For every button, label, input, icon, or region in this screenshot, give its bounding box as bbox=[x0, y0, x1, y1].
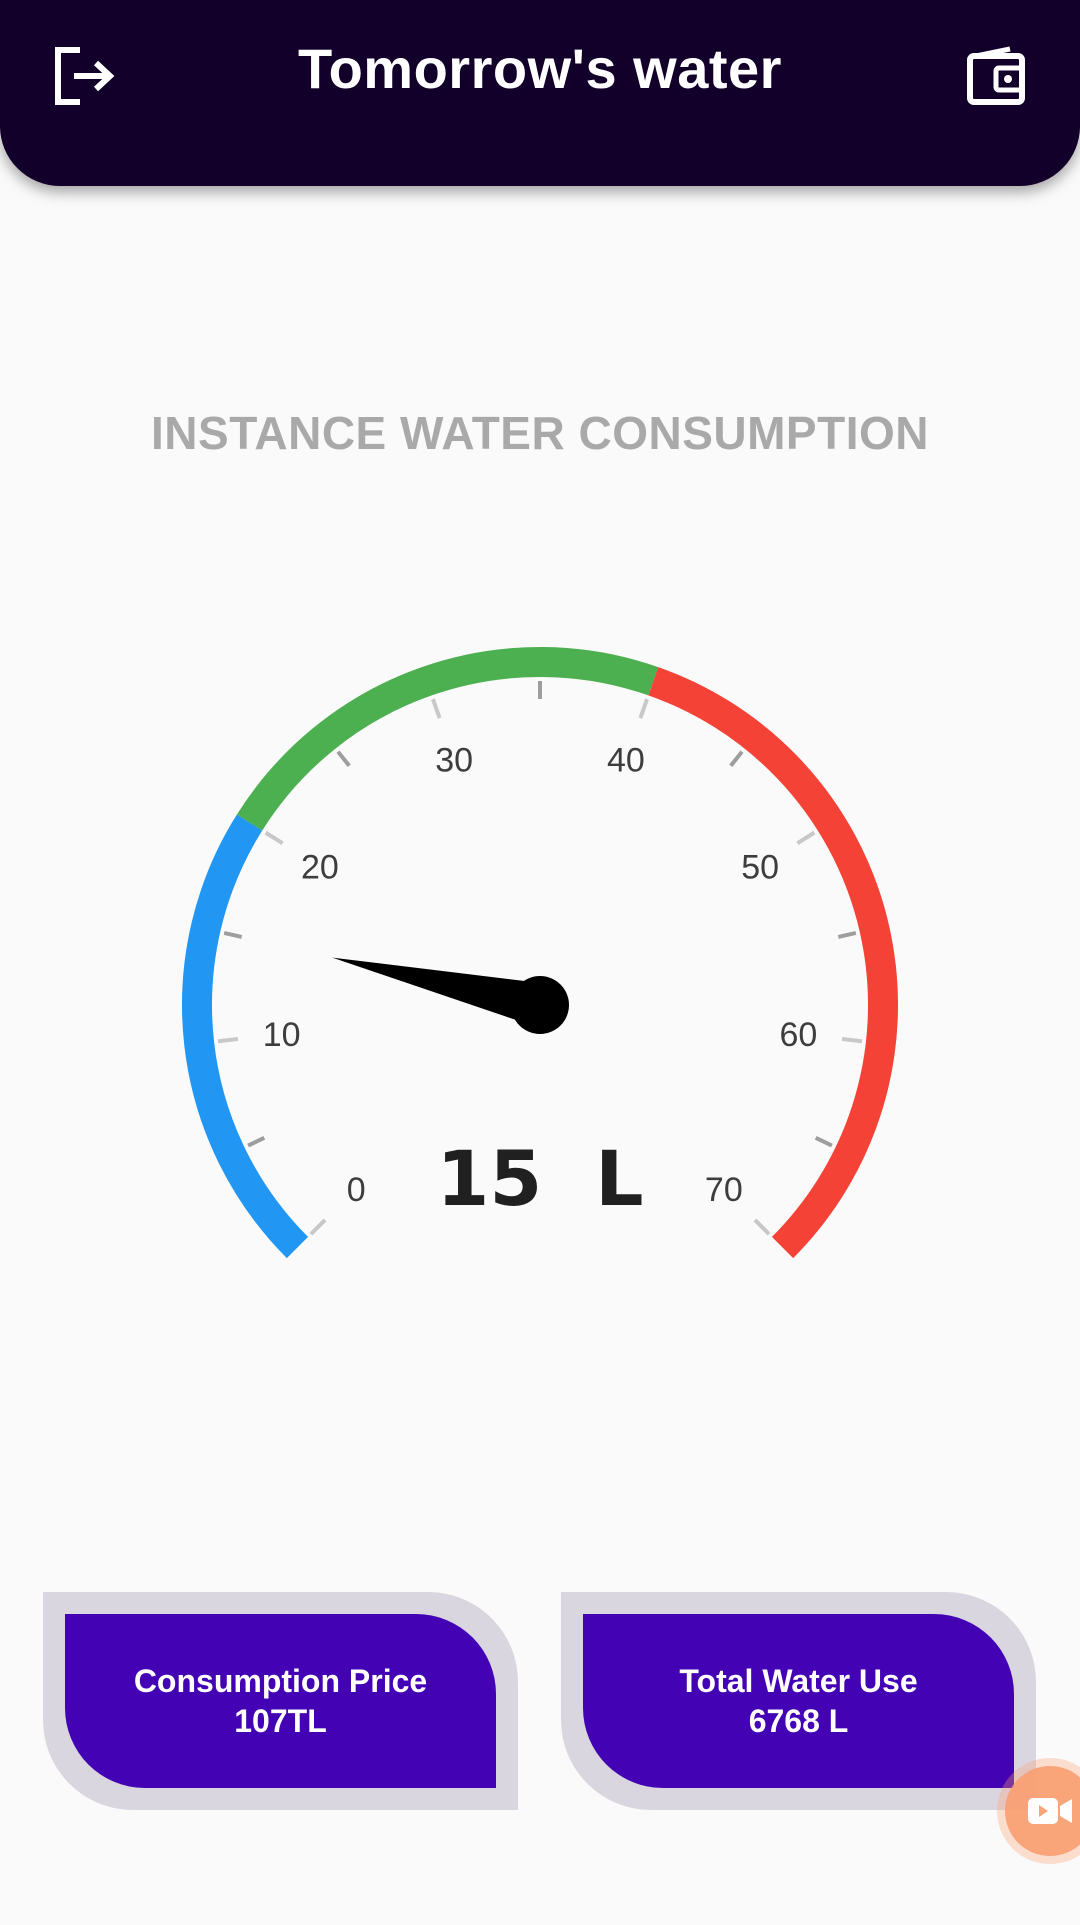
total-water-use-label: Total Water Use bbox=[679, 1663, 918, 1699]
gauge-heading: INSTANCE WATER CONSUMPTION bbox=[151, 407, 929, 459]
gauge-tick bbox=[264, 830, 284, 845]
gauge-range-arc-0 bbox=[182, 814, 309, 1259]
gauge-tick bbox=[638, 698, 649, 719]
gauge-tick bbox=[247, 1135, 266, 1148]
gauge-range-arc-1 bbox=[236, 647, 659, 831]
gauge-needle bbox=[332, 957, 545, 1027]
gauge-tick bbox=[309, 1218, 327, 1236]
gauge-tick-label: 0 bbox=[347, 1171, 366, 1209]
gauge-tick-label: 10 bbox=[263, 1016, 301, 1054]
consumption-price-card[interactable]: Consumption Price 107TL bbox=[43, 1592, 518, 1810]
consumption-price-value: 107TL bbox=[234, 1703, 327, 1739]
consumption-gauge: 0 10 20 30 40 50 60 70 15 L bbox=[0, 600, 1080, 1320]
gauge-svg: 0 10 20 30 40 50 60 70 15 L bbox=[182, 647, 898, 1259]
gauge-tick bbox=[837, 930, 857, 939]
consumption-price-label: Consumption Price bbox=[133, 1663, 428, 1699]
wallet-button[interactable] bbox=[960, 40, 1032, 112]
gauge-tick bbox=[841, 1037, 863, 1044]
consumption-price-card-body[interactable]: Consumption Price 107TL bbox=[65, 1614, 496, 1788]
total-water-use-card-body[interactable]: Total Water Use 6768 L bbox=[583, 1614, 1014, 1788]
gauge-tick bbox=[796, 830, 816, 845]
screen-record-button[interactable] bbox=[1005, 1766, 1080, 1856]
gauge-tick bbox=[729, 750, 744, 768]
gauge-tick-label: 70 bbox=[705, 1171, 743, 1209]
gauge-tick bbox=[753, 1218, 771, 1236]
logout-icon bbox=[55, 47, 115, 105]
app-title: Tomorrow's water bbox=[298, 37, 782, 100]
logout-button[interactable] bbox=[48, 40, 120, 112]
gauge-tick bbox=[336, 750, 351, 768]
gauge-tick bbox=[814, 1135, 833, 1148]
gauge-tick-label: 40 bbox=[607, 742, 645, 780]
wallet-icon bbox=[967, 46, 1025, 105]
gauge-value-label: 15 L bbox=[436, 1134, 643, 1223]
gauge-tick-label: 60 bbox=[779, 1016, 817, 1054]
gauge-needle-cap bbox=[511, 976, 569, 1034]
video-camera-icon bbox=[1028, 1798, 1072, 1824]
app-bar: Tomorrow's water bbox=[0, 0, 1080, 186]
gauge-tick bbox=[217, 1037, 239, 1044]
gauge-tick-label: 20 bbox=[301, 849, 339, 887]
gauge-tick-label: 50 bbox=[741, 849, 779, 887]
gauge-tick-label: 30 bbox=[435, 742, 473, 780]
gauge-tick bbox=[431, 698, 442, 719]
gauge-tick bbox=[223, 930, 243, 939]
total-water-use-card[interactable]: Total Water Use 6768 L bbox=[561, 1592, 1036, 1810]
gauge-range-arc-2 bbox=[648, 667, 898, 1259]
total-water-use-value: 6768 L bbox=[748, 1703, 849, 1739]
